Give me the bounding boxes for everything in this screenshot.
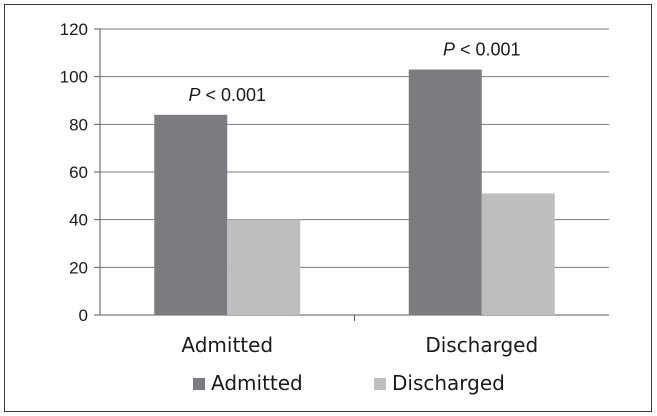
bar-admitted-discharged: [408, 69, 482, 316]
legend-label-discharged: Discharged: [392, 371, 505, 395]
y-tick-label-0: 0: [79, 306, 88, 325]
x-tick-label-discharged: Discharged: [425, 333, 538, 357]
legend-swatch-admitted: [193, 378, 205, 390]
y-tick-label-60: 60: [69, 163, 88, 182]
y-tick-label-100: 100: [60, 68, 88, 87]
y-tick-label-20: 20: [69, 258, 88, 277]
bar-discharged-admitted: [227, 219, 301, 315]
legend-swatch-discharged: [374, 378, 386, 390]
p-value-annotation-admitted: P < 0.001: [188, 85, 266, 105]
y-tick-label-80: 80: [69, 115, 88, 134]
x-tick-label-admitted: Admitted: [181, 333, 273, 357]
y-tick-label-40: 40: [69, 211, 88, 230]
p-value-annotation-discharged: P < 0.001: [443, 40, 521, 60]
bar-admitted-admitted: [154, 114, 228, 315]
legend-label-admitted: Admitted: [211, 371, 303, 395]
bar-discharged-discharged: [481, 193, 555, 315]
y-tick-label-120: 120: [60, 20, 88, 39]
